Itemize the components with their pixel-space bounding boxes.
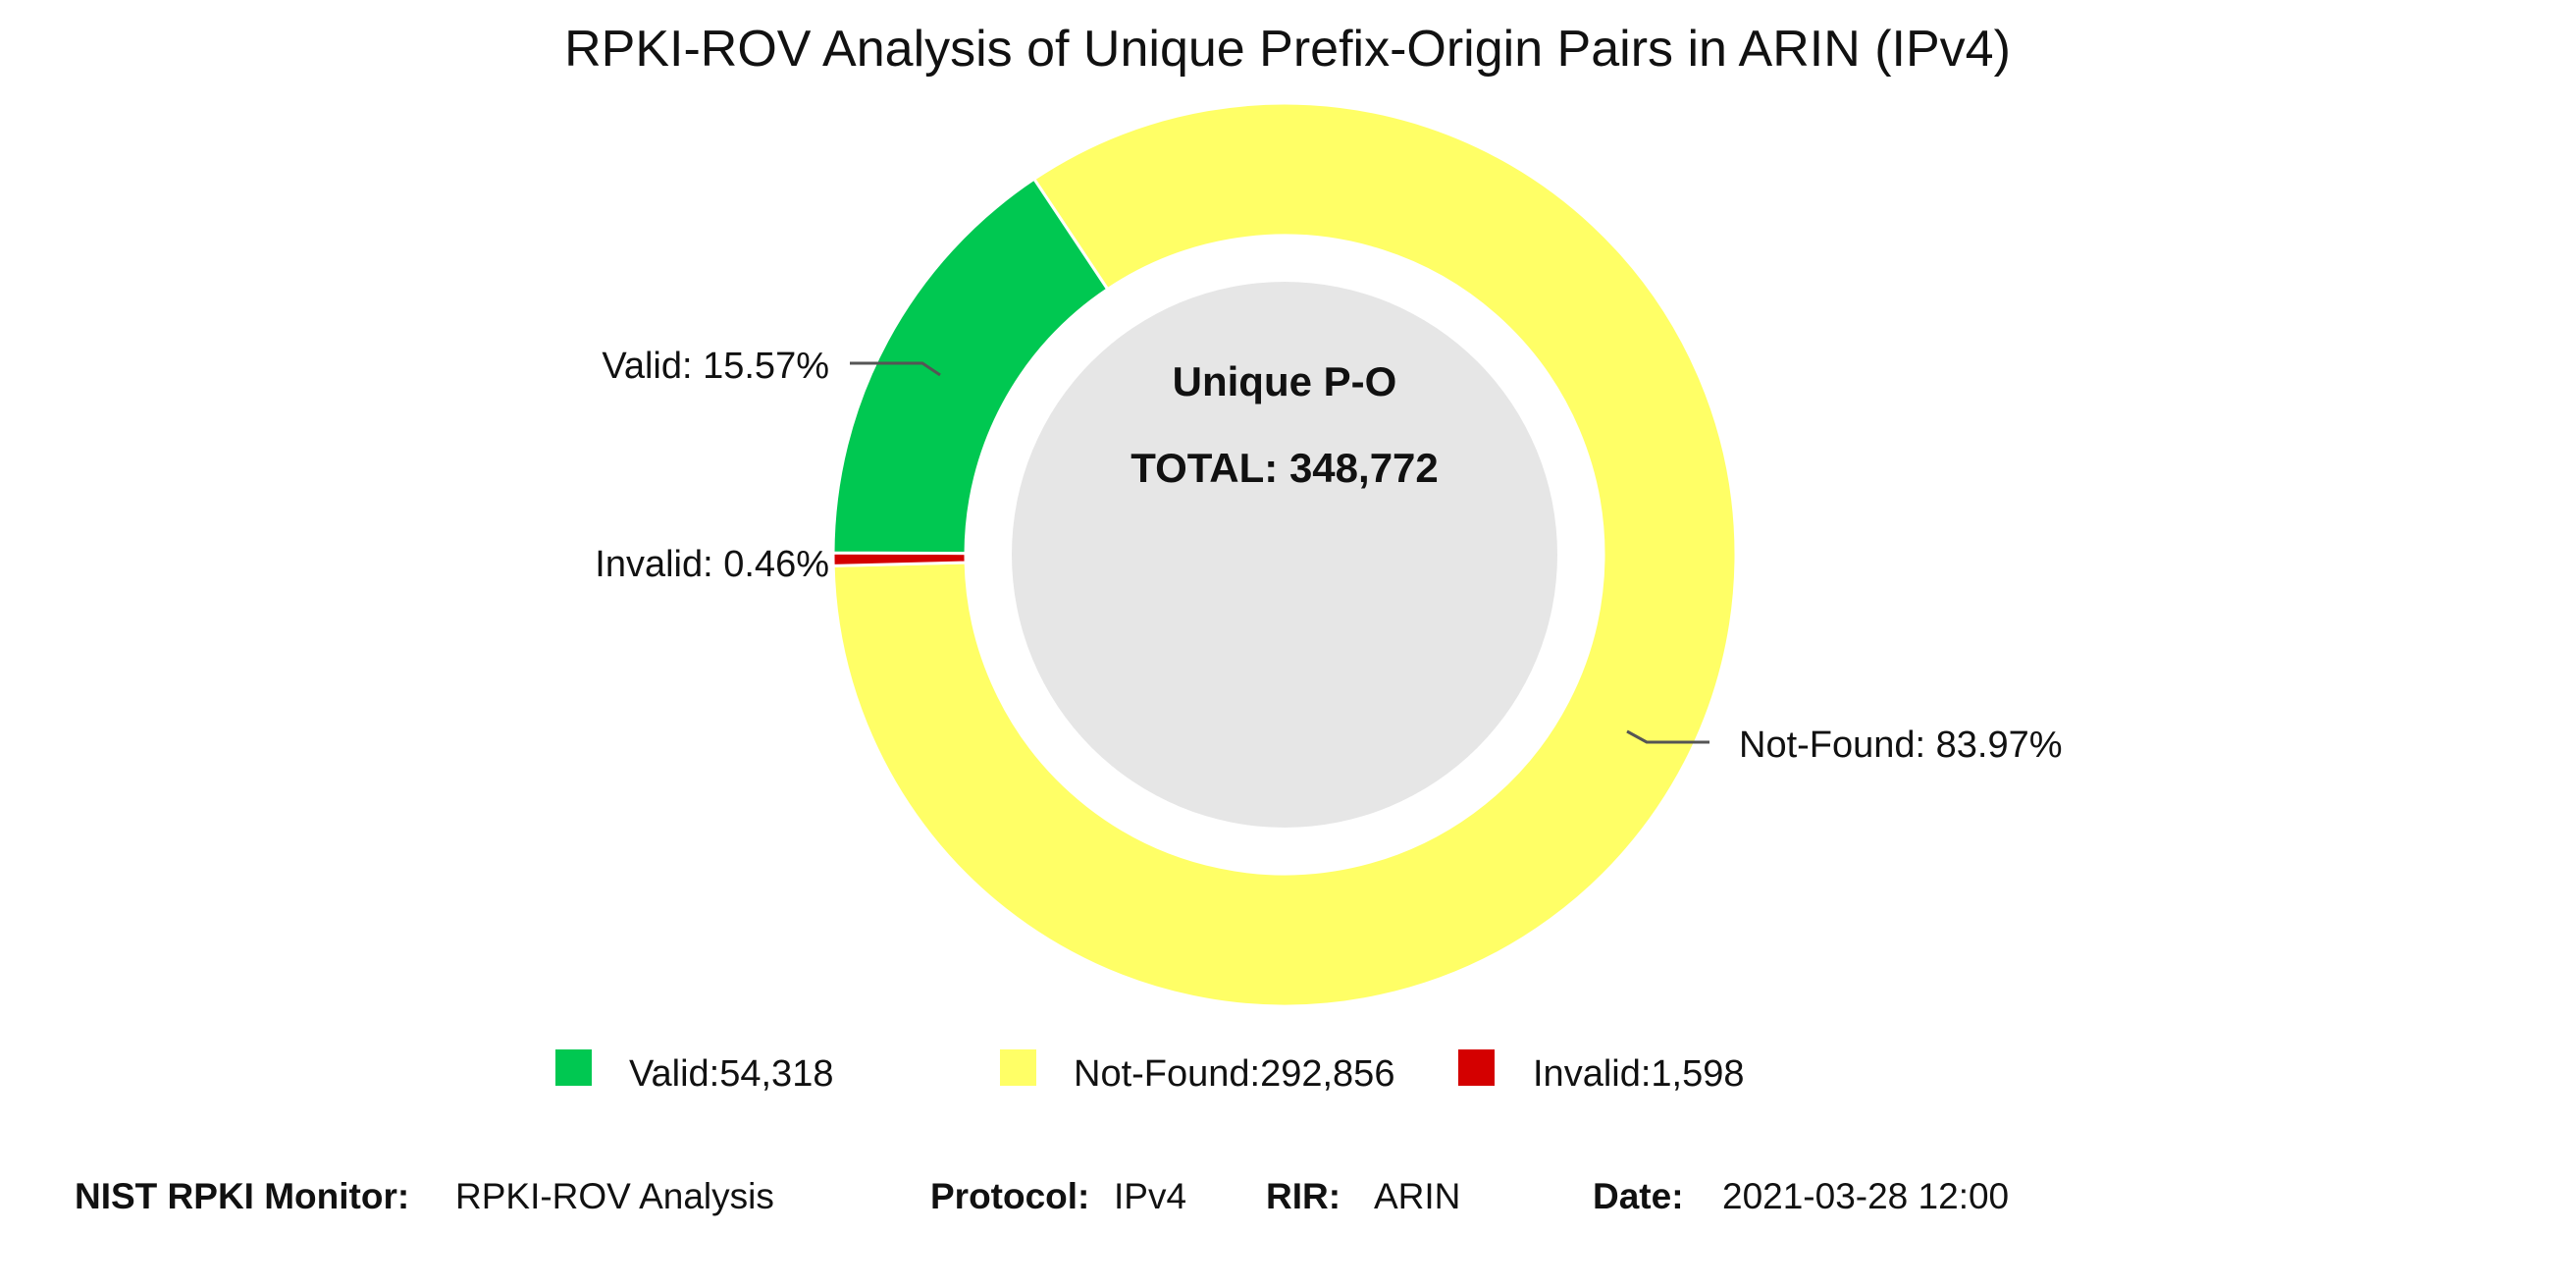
- footer-protocol-value: IPv4: [1114, 1176, 1186, 1216]
- center-disc: [1012, 282, 1557, 828]
- slice-leader-lines: [850, 361, 1709, 744]
- footer-date-value: 2021-03-28 12:00: [1722, 1176, 2009, 1216]
- leader-not-found: [1626, 729, 1709, 744]
- donut-slices: [831, 101, 1738, 1008]
- center-heading: Unique P-O: [1173, 358, 1397, 404]
- footer-monitor-value: RPKI-ROV Analysis: [455, 1176, 774, 1216]
- footer-monitor-key: NIST RPKI Monitor:: [75, 1176, 409, 1216]
- legend-swatch-valid: [555, 1049, 592, 1086]
- slice-label-not-found: Not-Found: 83.97%: [1739, 724, 2063, 766]
- donut-slice-not-found: [831, 101, 1738, 1008]
- donut-slice-invalid: [831, 551, 968, 567]
- slice-label-valid: Valid: 15.57%: [602, 346, 829, 387]
- legend-label-valid: Valid:54,318: [629, 1053, 833, 1095]
- legend-swatch-invalid: [1458, 1049, 1495, 1086]
- legend-label-not-found: Not-Found:292,856: [1074, 1053, 1394, 1095]
- legend-label-invalid: Invalid:1,598: [1533, 1053, 1745, 1095]
- donut-slice-valid: [831, 177, 1110, 556]
- slice-label-invalid: Invalid: 0.46%: [595, 544, 829, 585]
- legend-swatch-not-found: [1000, 1049, 1036, 1086]
- footer-rir-value: ARIN: [1374, 1176, 1460, 1216]
- leader-valid: [850, 361, 941, 377]
- footer-protocol-key: Protocol:: [930, 1176, 1089, 1216]
- footer-date-key: Date:: [1593, 1176, 1684, 1216]
- footer-rir-key: RIR:: [1266, 1176, 1341, 1216]
- chart-title: RPKI-ROV Analysis of Unique Prefix-Origi…: [564, 21, 2011, 78]
- center-total: TOTAL: 348,772: [1130, 445, 1439, 491]
